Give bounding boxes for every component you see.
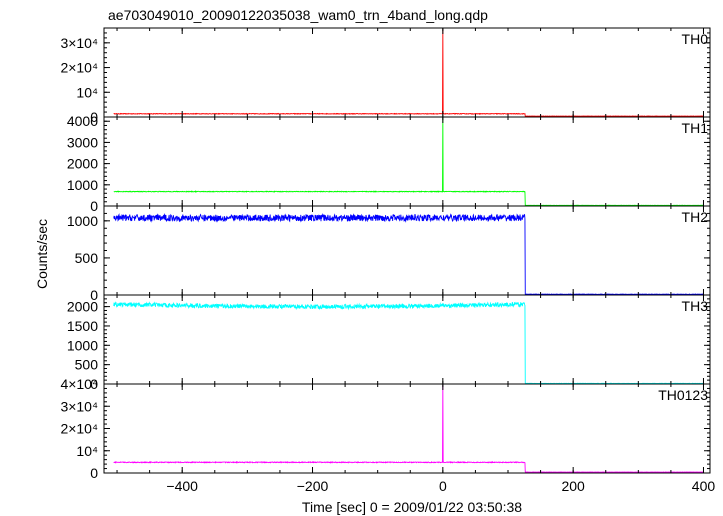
- panel-frame: [103, 116, 711, 207]
- y-tick-label: 0: [90, 287, 98, 303]
- series-line-th2: [113, 213, 704, 296]
- x-axis-title: Time [sec] 0 = 2009/01/22 03:50:38: [302, 499, 522, 515]
- y-tick-label: 2×10⁴: [60, 60, 98, 76]
- y-tick-label: 0: [90, 376, 98, 392]
- y-tick-label: 3000: [67, 134, 98, 150]
- x-axis: −400 −200 0 200 400: [166, 478, 715, 494]
- y-tick-label: 4000: [67, 113, 98, 129]
- y-tick-label: 2000: [67, 299, 98, 315]
- y-tick-label: 0: [90, 109, 98, 125]
- y-tick-label: 500: [75, 357, 99, 373]
- x-tick-label: 400: [692, 478, 716, 494]
- y-tick-label: 0: [90, 465, 98, 481]
- panel-frame: [103, 27, 711, 118]
- panel-frame: [103, 383, 711, 474]
- series-line-th0: [113, 29, 704, 117]
- y-tick-label: 2×10⁴: [60, 421, 98, 437]
- panel-th3: 0 500 1000 1500 2000 TH3: [67, 294, 711, 392]
- panel-th0: 0 10⁴ 2×10⁴ 3×10⁴ TH0: [60, 27, 711, 125]
- y-tick-label: 0: [90, 198, 98, 214]
- x-tick-label: −200: [297, 478, 329, 494]
- panel-th2: 0 500 1000 TH2: [67, 205, 711, 303]
- x-tick-label: 0: [439, 478, 447, 494]
- y-tick-label: 3×10⁴: [60, 398, 98, 414]
- y-tick-label: 1500: [67, 318, 98, 334]
- y-tick-label: 1000: [67, 177, 98, 193]
- y-tick-label: 2000: [67, 156, 98, 172]
- y-tick-label: 10⁴: [76, 443, 98, 459]
- x-tick-label: −400: [166, 478, 198, 494]
- panel-label: TH3: [682, 298, 709, 314]
- series-line-th0123: [113, 385, 704, 473]
- y-tick-label: 1000: [67, 213, 98, 229]
- y-tick-label: 1000: [67, 337, 98, 353]
- chart-title: ae703049010_20090122035038_wam0_trn_4ban…: [108, 7, 488, 23]
- y-tick-label: 3×10⁴: [60, 35, 98, 51]
- panel-th1: 0 1000 2000 3000 4000 TH1: [67, 113, 711, 214]
- y-tick-label: 4×10⁴: [60, 376, 98, 392]
- panel-label: TH1: [682, 120, 709, 136]
- panel-label: TH0123: [658, 387, 708, 403]
- y-tick-label: 10⁴: [76, 84, 98, 100]
- panel-th0123: 0 10⁴ 2×10⁴ 3×10⁴ 4×10⁴ TH0123: [60, 376, 711, 481]
- panel-label: TH2: [682, 209, 709, 225]
- series-line-th1: [113, 116, 704, 206]
- x-tick-label: 200: [561, 478, 585, 494]
- y-axis-title: Counts/sec: [34, 219, 50, 289]
- y-tick-label: 500: [75, 250, 99, 266]
- series-line-th3: [113, 301, 704, 385]
- panel-label: TH0: [682, 31, 709, 47]
